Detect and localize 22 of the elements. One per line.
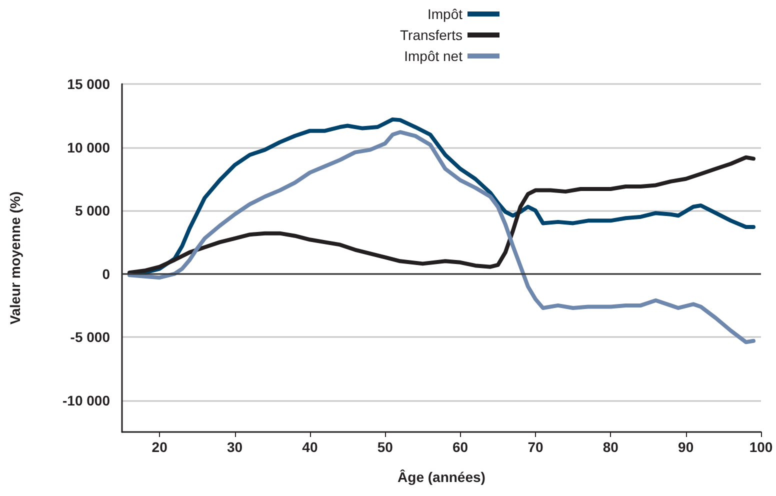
legend-label: Impôt net — [404, 48, 463, 64]
y-tick-label: 5 000 — [74, 202, 110, 219]
x-tick-label: 90 — [678, 439, 694, 455]
x-tick-label: 20 — [152, 439, 168, 455]
y-tick-label: -5 000 — [70, 329, 110, 346]
y-tick-label: 0 — [102, 266, 110, 282]
y-tick-label: 15 000 — [67, 76, 110, 92]
x-tick-label: 70 — [528, 439, 544, 455]
y-tick-label: -10 000 — [62, 392, 110, 408]
line-series — [128, 130, 756, 344]
y-axis-title: Valeur moyenne (%) — [7, 191, 23, 325]
line-series — [128, 155, 756, 275]
x-axis-title: Âge (années) — [398, 469, 486, 485]
x-tick-label: 40 — [302, 439, 318, 455]
legend-label: Impôt — [427, 6, 463, 22]
x-tick-label: 50 — [377, 439, 394, 455]
y-tick-label: 10 000 — [67, 139, 110, 156]
x-tick-label: 100 — [749, 439, 773, 455]
x-tick-label: 30 — [226, 439, 243, 455]
x-tick-label: 80 — [602, 439, 619, 455]
x-tick-label: 60 — [452, 439, 468, 455]
legend-label: Transferts — [400, 27, 462, 43]
